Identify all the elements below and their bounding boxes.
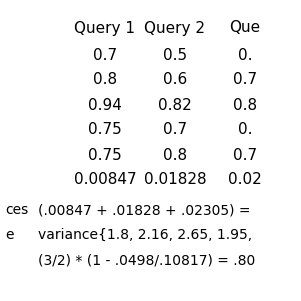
Text: Query 2: Query 2 [144, 20, 206, 36]
Text: 0.7: 0.7 [93, 48, 117, 63]
Text: 0.8: 0.8 [233, 98, 257, 113]
Text: 0.75: 0.75 [88, 123, 122, 138]
Text: e: e [5, 228, 14, 242]
Text: 0.6: 0.6 [163, 73, 187, 88]
Text: 0.7: 0.7 [163, 123, 187, 138]
Text: Que: Que [229, 20, 261, 36]
Text: 0.02: 0.02 [228, 172, 262, 188]
Text: 0.75: 0.75 [88, 147, 122, 163]
Text: 0.82: 0.82 [158, 98, 192, 113]
Text: (3/2) * (1 - .0498/.10817) = .80: (3/2) * (1 - .0498/.10817) = .80 [38, 253, 255, 267]
Text: 0.: 0. [238, 48, 252, 63]
Text: 0.: 0. [238, 123, 252, 138]
Text: 0.7: 0.7 [233, 147, 257, 163]
Text: Query 1: Query 1 [75, 20, 135, 36]
Text: 0.94: 0.94 [88, 98, 122, 113]
Text: 0.8: 0.8 [163, 147, 187, 163]
Text: (.00847 + .01828 + .02305) =: (.00847 + .01828 + .02305) = [38, 203, 250, 217]
Text: variance{1.8, 2.16, 2.65, 1.95,: variance{1.8, 2.16, 2.65, 1.95, [38, 228, 252, 242]
Text: 0.00847: 0.00847 [74, 172, 136, 188]
Text: 0.8: 0.8 [93, 73, 117, 88]
Text: ces: ces [5, 203, 28, 217]
Text: 0.7: 0.7 [233, 73, 257, 88]
Text: 0.01828: 0.01828 [144, 172, 206, 188]
Text: 0.5: 0.5 [163, 48, 187, 63]
